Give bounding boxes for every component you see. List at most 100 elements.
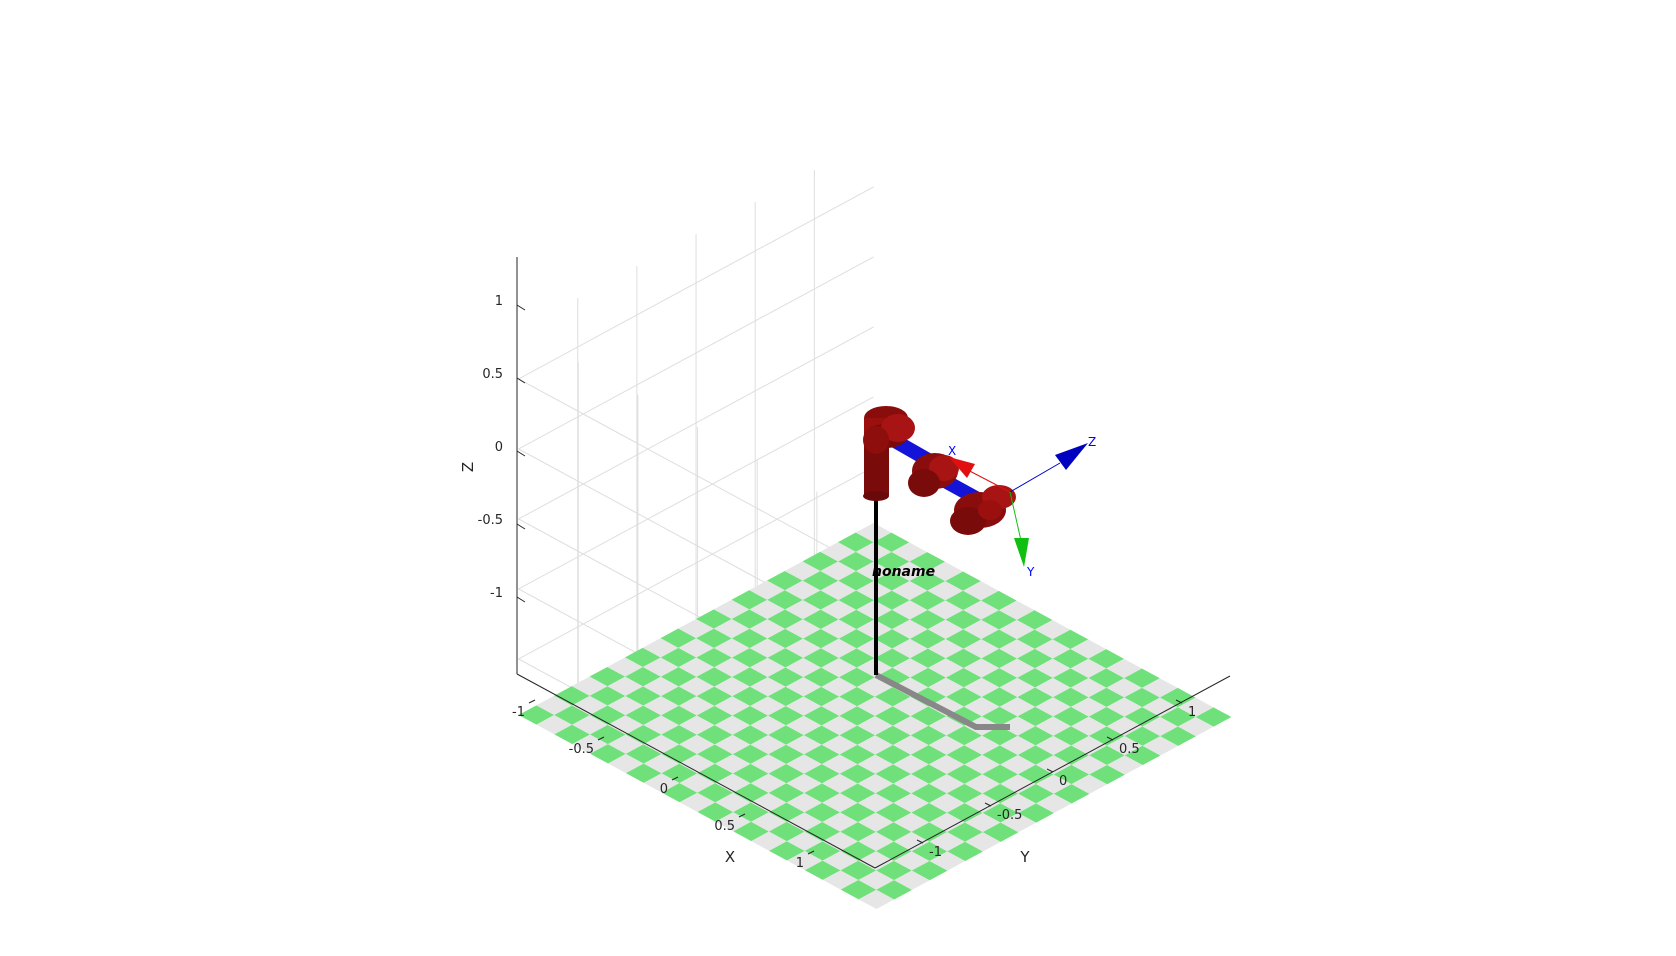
axis-tick [916, 839, 924, 844]
floor-tile [858, 870, 895, 890]
floor-tile [749, 619, 786, 639]
floor-tile [1088, 726, 1125, 746]
floor-tile [928, 716, 965, 736]
floor-tile [927, 600, 964, 620]
floor-tile [1142, 678, 1178, 698]
floor-tile [1018, 784, 1054, 804]
floor-tile [642, 638, 679, 658]
floor-tile [928, 754, 965, 775]
floor-tile [911, 764, 947, 784]
floor-tile [804, 822, 841, 842]
floor-tile [857, 754, 894, 774]
axis-tick-label: 1 [1188, 705, 1196, 720]
floor-tile [625, 667, 661, 687]
floor-tile [661, 744, 698, 764]
floor-tile [822, 870, 859, 890]
axis-tick [516, 596, 526, 603]
floor-tile [855, 522, 892, 543]
floor-tile [1016, 610, 1053, 630]
floor-tile [963, 658, 1000, 678]
floor-tile [999, 639, 1035, 659]
floor-tile [909, 552, 946, 572]
floor-tile [963, 639, 1000, 659]
floor-tile [1070, 697, 1107, 717]
elbow-joint [908, 453, 959, 497]
floor-tile [839, 744, 876, 765]
floor-tile [820, 580, 857, 601]
floor-tile [625, 705, 662, 725]
floor-tile [1088, 707, 1125, 727]
floor-tile [625, 647, 661, 668]
floor-tile [679, 792, 716, 812]
floor-tile [1000, 793, 1037, 813]
floor-tile [767, 667, 804, 687]
axis-tick-label: -0.5 [997, 808, 1022, 823]
floor-tile [927, 619, 964, 639]
floor-tile [1159, 687, 1196, 708]
floor-tile [1124, 687, 1160, 708]
floor-tile [840, 802, 876, 823]
frame-y-arrowhead [1014, 538, 1029, 567]
floor-tile [732, 686, 768, 706]
floor-tile [822, 773, 858, 794]
floor-tile [929, 851, 966, 871]
floor-tile [874, 609, 910, 630]
floor-tile [822, 812, 859, 832]
floor-tile [803, 686, 840, 707]
floor-tile [981, 706, 1018, 727]
floor-tile [803, 725, 840, 745]
floor-tile [767, 648, 804, 668]
floor-tile [696, 609, 732, 629]
floor-tile [965, 832, 1001, 852]
axis-tick [984, 802, 992, 807]
floor-tile [1000, 812, 1037, 833]
floor-tile [697, 783, 734, 803]
floor-tile [858, 812, 894, 832]
axis-tick [528, 699, 536, 704]
floor-tile [768, 706, 804, 726]
floor-tile [891, 561, 928, 581]
floor-tile [679, 734, 715, 755]
floor-tile [679, 715, 715, 735]
floor-tile [838, 629, 875, 649]
floor-tile [998, 600, 1035, 620]
floor-tile [784, 580, 821, 600]
floor-tile [910, 687, 947, 707]
floor-tile [1018, 803, 1054, 823]
floor-tile [713, 599, 750, 620]
floor-tile [893, 735, 929, 755]
floor-tile [821, 715, 858, 736]
floor-tile [1034, 639, 1071, 659]
floor-tile [590, 744, 626, 764]
floor-tile [876, 860, 912, 881]
floor-tile [999, 697, 1036, 717]
floor-tile [928, 774, 965, 794]
axis-tick-label: 1 [796, 856, 804, 871]
floor-tile [785, 599, 821, 620]
floor-tile [643, 734, 680, 754]
floor-tile [855, 542, 892, 562]
floor-tile [858, 851, 894, 871]
floor-tile [696, 725, 733, 745]
floor-tile [1053, 706, 1089, 727]
floor-tile [911, 803, 948, 823]
floor-tile [875, 764, 912, 784]
floor-tile [839, 764, 876, 784]
floor-tile [858, 889, 895, 910]
floor-tile [607, 715, 644, 735]
floor-tile [732, 744, 769, 764]
floor-tile [661, 686, 697, 706]
floor-tile [821, 657, 857, 678]
floor-tile [1177, 697, 1214, 717]
floor-tile [910, 648, 946, 668]
floor-tile [875, 822, 912, 842]
floor-tile [910, 629, 946, 649]
floor-tile [874, 667, 911, 688]
floor-tile [768, 744, 805, 764]
floor-tile [1035, 755, 1072, 775]
floor-tile [999, 735, 1036, 756]
axis-tick [516, 377, 526, 384]
axis-tick [516, 304, 526, 311]
floor-tile [839, 725, 876, 745]
plot-axes: 1 0.5 0 -0.5 -1 -1 -0.5 0 0.5 1 1 0.5 0 -0.5 -1 Z X … [459, 257, 1231, 871]
